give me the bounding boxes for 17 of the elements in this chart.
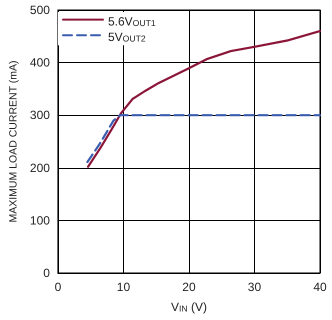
x-tick-label: 10 <box>116 280 130 294</box>
legend-label: 5.6VOUT1 <box>108 14 156 29</box>
y-tick-label: 400 <box>30 56 50 70</box>
y-tick-label: 200 <box>30 160 50 175</box>
x-axis-title: VIN (V) <box>170 300 207 314</box>
y-axis-title: MAXIMUM LOAD CURRENT (mA) <box>8 60 20 222</box>
x-tick-label: 0 <box>54 280 62 294</box>
line-series <box>86 30 322 168</box>
y-tick-label: 300 <box>30 108 50 122</box>
line-series <box>86 114 322 164</box>
x-tick-label: 40 <box>313 280 327 294</box>
y-tick-label: 0 <box>43 266 50 280</box>
x-tick-label: 20 <box>182 280 196 294</box>
y-tick-label: 500 <box>30 3 50 17</box>
y-tick-label: 100 <box>30 213 50 228</box>
x-tick-label: 30 <box>248 280 262 294</box>
legend-label: 5VOUT2 <box>108 30 146 44</box>
